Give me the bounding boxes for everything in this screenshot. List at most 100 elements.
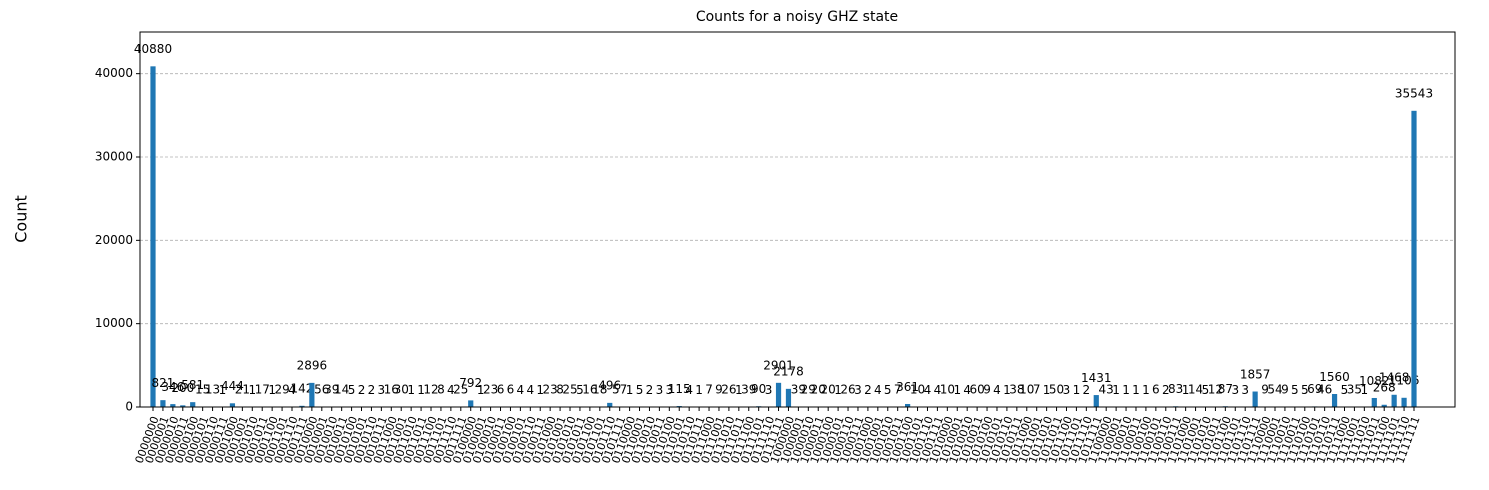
value-label: 3 <box>665 383 673 397</box>
value-label: 1 <box>1073 383 1081 397</box>
bar <box>160 400 166 407</box>
value-label: 1 <box>695 383 703 397</box>
bar <box>190 402 196 407</box>
value-label: 12 <box>423 383 438 397</box>
bar <box>229 403 236 407</box>
value-label: 17 <box>255 383 270 397</box>
value-label: 1857 <box>1240 367 1271 381</box>
value-label: 1468 <box>1379 371 1410 385</box>
value-label: 1560 <box>1319 370 1350 384</box>
value-label: 5 <box>1301 383 1309 397</box>
y-tick-label: 30000 <box>95 150 133 164</box>
value-label: 7 <box>894 383 902 397</box>
bar <box>1391 394 1397 407</box>
value-label: 40880 <box>134 42 172 56</box>
bar <box>170 404 176 407</box>
value-label: 361 <box>896 380 919 394</box>
bar <box>309 382 315 407</box>
value-label: 4 <box>685 383 693 397</box>
value-label: 54 <box>1267 382 1282 396</box>
value-label: 23 <box>543 383 558 397</box>
value-label: 6 <box>1152 383 1160 397</box>
y-tick-label: 0 <box>125 400 133 414</box>
value-label: 5 <box>884 383 892 397</box>
value-label: 2901 <box>763 359 794 373</box>
value-label: 2 <box>1162 383 1170 397</box>
value-label: 4 <box>447 383 455 397</box>
value-label: 10 <box>940 383 955 397</box>
value-label: 1 <box>1132 383 1140 397</box>
value-label: 4 <box>874 383 882 397</box>
value-label: 3 <box>765 383 773 397</box>
value-label: 26 <box>840 383 855 397</box>
value-label: 20 <box>821 383 836 397</box>
value-label: 1 <box>834 383 842 397</box>
value-label: 5 <box>1202 383 1210 397</box>
value-label: 3 <box>1241 383 1249 397</box>
value-label: 60 <box>969 382 984 396</box>
plot-frame <box>139 31 1456 408</box>
value-label: 5 <box>1291 383 1299 397</box>
value-label: 20 <box>811 383 826 397</box>
value-label: 4 <box>963 383 971 397</box>
value-label: 9 <box>1261 383 1269 397</box>
bar <box>150 66 156 407</box>
value-label: 1 <box>268 383 276 397</box>
value-label: 39 <box>791 382 806 396</box>
bar <box>1371 397 1377 407</box>
value-label: 4 <box>934 383 942 397</box>
value-label: 23 <box>483 383 498 397</box>
value-label: 25 <box>453 383 468 397</box>
value-label: 2 <box>646 383 654 397</box>
value-label: 1 <box>1003 383 1011 397</box>
value-label: 1 <box>219 383 227 397</box>
value-label: 1 <box>1122 383 1130 397</box>
value-label: 496 <box>598 379 621 393</box>
y-axis-label: Count <box>12 195 31 243</box>
value-label: 1 <box>1182 383 1190 397</box>
value-label: 1 <box>735 383 743 397</box>
value-label: 5 <box>636 383 644 397</box>
bar <box>1411 110 1417 407</box>
value-label: 29 <box>274 383 289 397</box>
value-label: 2178 <box>773 365 804 379</box>
value-label: 4 <box>993 383 1001 397</box>
y-tick-label: 10000 <box>95 316 133 330</box>
value-label: 16 <box>582 383 597 397</box>
value-label: 39 <box>741 382 756 396</box>
bar <box>180 405 186 407</box>
value-label: 3 <box>1063 383 1071 397</box>
value-label: 2 <box>1083 383 1091 397</box>
value-label: 15 <box>195 383 210 397</box>
value-label: 16 <box>384 383 399 397</box>
bar <box>1093 395 1099 407</box>
value-label: 56 <box>314 382 329 396</box>
value-label: 8 <box>556 383 564 397</box>
value-label: 792 <box>459 376 482 390</box>
value-label: 9 <box>1281 383 1289 397</box>
value-label: 1 <box>1112 383 1120 397</box>
bar <box>785 388 792 407</box>
value-label: 35 <box>1347 383 1362 397</box>
value-label: 2 <box>358 383 366 397</box>
value-label: 10 <box>910 383 925 397</box>
value-label: 2 <box>368 383 376 397</box>
value-label: 3 <box>656 383 664 397</box>
value-label: 25 <box>562 383 577 397</box>
value-label: 46 <box>1317 382 1332 396</box>
value-label: 115 <box>668 382 691 396</box>
value-label: 5 <box>348 383 356 397</box>
value-label: 43 <box>1099 382 1114 396</box>
value-label: 1 <box>536 383 544 397</box>
bar <box>1252 391 1258 407</box>
value-label: 1 <box>626 383 634 397</box>
value-label: 38 <box>1009 382 1024 396</box>
value-label: 1 <box>953 383 961 397</box>
value-label: 444 <box>221 379 244 393</box>
y-tick-label: 20000 <box>95 233 133 247</box>
bar <box>905 403 911 407</box>
value-label: 8 <box>437 383 445 397</box>
value-label: 3 <box>1231 383 1239 397</box>
value-label: 200 <box>171 381 194 395</box>
